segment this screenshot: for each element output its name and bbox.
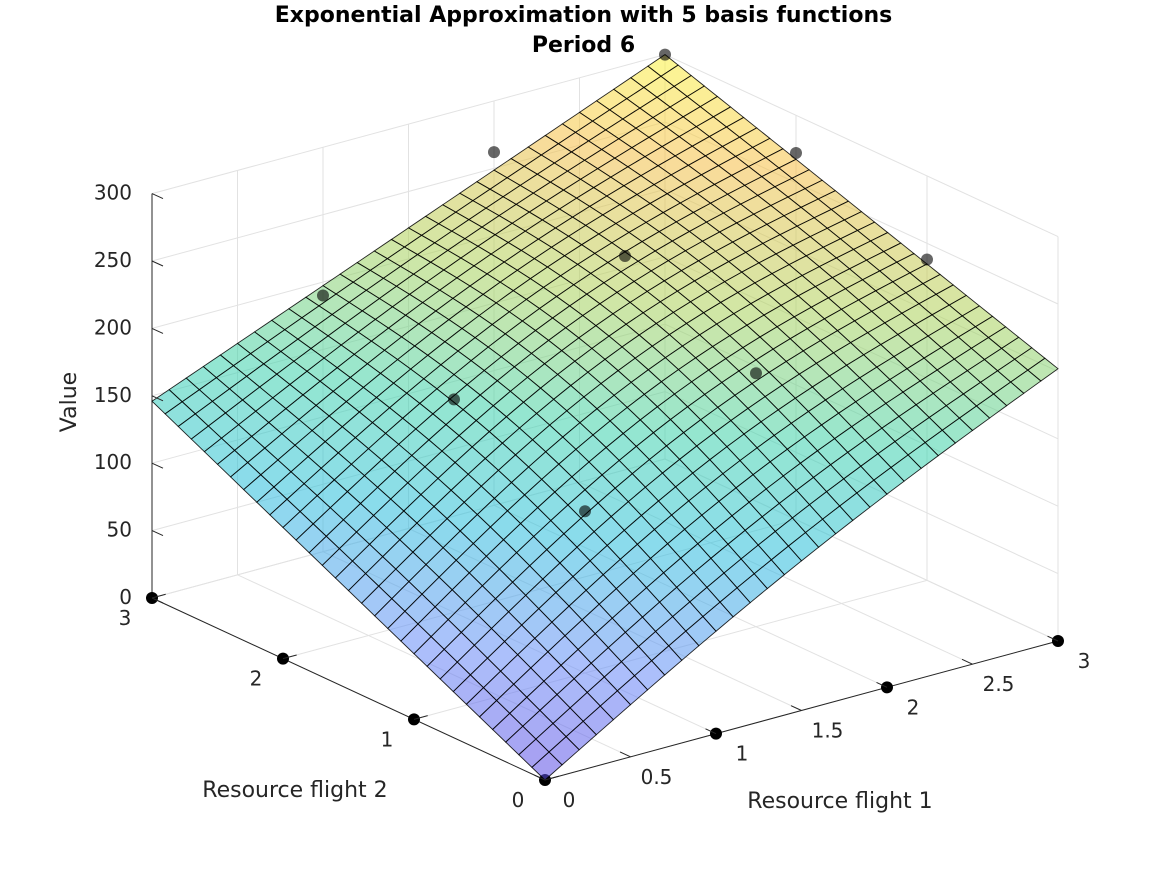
data-point (659, 48, 671, 61)
surface-points (317, 48, 933, 518)
data-point (921, 253, 933, 266)
x-tick-label: 0 (563, 788, 576, 812)
z-axis-label: Value (57, 372, 82, 432)
x-tick-mark (876, 682, 888, 688)
x-tick-mark (790, 705, 802, 711)
x-tick-mark (961, 658, 973, 665)
chart-title: Exponential Approximation with 5 basis f… (274, 3, 893, 28)
z-tick-label: 100 (94, 450, 132, 474)
data-point (277, 652, 289, 665)
x-tick-label: 1 (736, 742, 749, 766)
x-tick-label: 3 (1078, 649, 1091, 673)
y-tick-mark (413, 715, 428, 720)
x-tick-label: 2.5 (983, 672, 1015, 696)
z-tick-label: 300 (94, 181, 132, 205)
z-tick-mark (151, 193, 164, 200)
data-point (488, 146, 500, 159)
x-axis-label: Resource flight 1 (747, 789, 932, 814)
x-tick-mark (705, 728, 717, 735)
z-tick-label: 250 (94, 248, 132, 272)
data-point (710, 727, 722, 740)
y-tick-mark (151, 593, 166, 599)
y-axis-line (151, 597, 546, 781)
x-tick-mark (1047, 635, 1059, 642)
z-tick-label: 200 (94, 315, 132, 339)
data-point (619, 249, 631, 262)
z-tick-mark (151, 462, 164, 469)
surface (151, 54, 1059, 781)
x-tick-mark (619, 751, 631, 758)
data-point (317, 289, 329, 302)
chart-subtitle: Period 6 (531, 33, 636, 58)
x-tick-mark (534, 774, 546, 781)
y-tick-label: 0 (512, 788, 525, 812)
data-point (750, 367, 762, 380)
z-tick-label: 0 (119, 585, 132, 609)
x-tick-label: 0.5 (641, 765, 673, 789)
y-axis-label: Resource flight 2 (202, 778, 387, 803)
grid-line (664, 54, 1059, 238)
z-tick-mark (151, 395, 164, 402)
z-tick-label: 50 (107, 518, 132, 542)
data-point (579, 505, 591, 518)
x-tick-label: 1.5 (812, 719, 844, 743)
y-tick-label: 3 (119, 606, 132, 630)
x-tick-label: 2 (907, 695, 920, 719)
z-tick-mark (151, 260, 164, 267)
z-tick-mark (151, 597, 164, 604)
y-tick-mark (544, 775, 559, 781)
y-tick-label: 2 (250, 667, 263, 691)
data-point (790, 147, 802, 160)
z-tick-mark (151, 327, 164, 334)
data-point (448, 393, 460, 406)
z-tick-mark (151, 530, 164, 537)
surface-patch (531, 751, 563, 781)
z-tick-label: 150 (94, 383, 132, 407)
y-tick-mark (282, 654, 297, 660)
y-tick-label: 1 (381, 727, 394, 751)
